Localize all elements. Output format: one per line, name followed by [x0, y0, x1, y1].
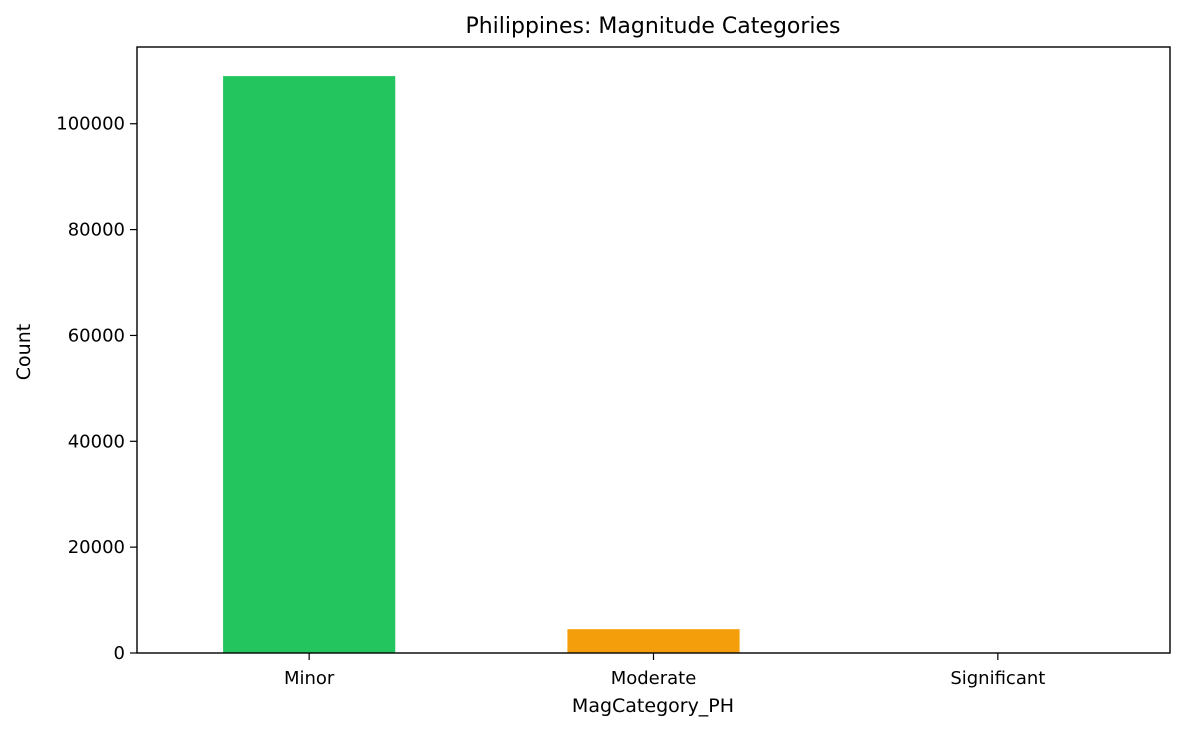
- y-tick-label: 80000: [68, 220, 125, 241]
- y-axis: 0 20000 40000 60000 80000 100000: [56, 114, 137, 664]
- axes-frame: [136, 46, 1171, 654]
- y-axis-label: Count: [13, 324, 35, 380]
- plot-area: [223, 76, 1084, 653]
- x-axis-label: MagCategory_PH: [572, 695, 734, 717]
- x-tick-label: Significant: [950, 668, 1045, 689]
- bar-minor: [223, 76, 396, 653]
- chart-title: Philippines: Magnitude Categories: [465, 14, 840, 39]
- x-axis: Minor Moderate Significant: [284, 653, 1045, 689]
- y-tick-label: 60000: [68, 325, 125, 346]
- y-tick-label: 0: [114, 643, 125, 664]
- y-tick-label: 40000: [68, 431, 125, 452]
- y-tick-label: 100000: [56, 114, 125, 135]
- x-tick-label: Moderate: [611, 668, 697, 689]
- bar-moderate: [567, 629, 740, 653]
- y-tick-label: 20000: [68, 537, 125, 558]
- x-tick-label: Minor: [284, 668, 335, 689]
